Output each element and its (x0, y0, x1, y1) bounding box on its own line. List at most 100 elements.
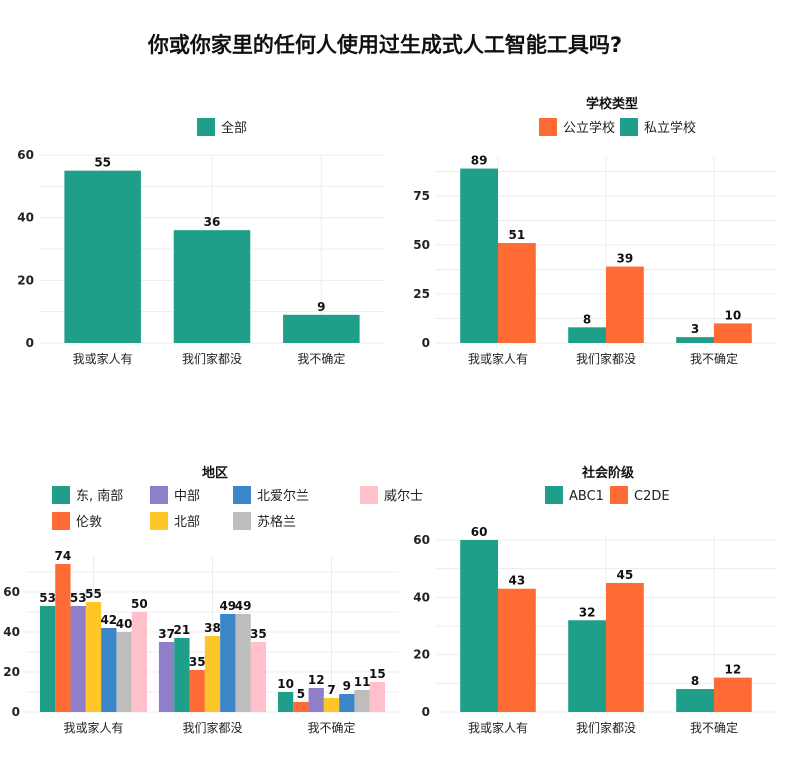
data-label: 45 (617, 568, 634, 582)
legend-swatch (150, 512, 168, 530)
bar-威尔士 (250, 642, 267, 712)
x-tick-label: 我们家都没 (182, 720, 242, 735)
x-tick-label: 我或家人有 (63, 720, 123, 735)
bar-全部 (173, 230, 251, 343)
data-label: 10 (725, 308, 742, 322)
data-label: 8 (691, 674, 699, 688)
data-label: 43 (509, 574, 526, 588)
bar-中部 (308, 688, 324, 712)
y-tick-label: 50 (413, 238, 430, 252)
y-tick-label: 60 (413, 533, 430, 547)
data-label: 49 (219, 599, 236, 613)
bar-北部 (204, 636, 221, 712)
data-label: 53 (70, 591, 87, 605)
bar-北部 (85, 602, 102, 712)
bar-ABC1 (460, 540, 498, 712)
y-tick-label: 0 (422, 336, 430, 350)
data-label: 35 (189, 655, 206, 669)
chart-panel-4: 0 20 40 60 我或家人有 60 43 我们家都没 32 45 我不确定 8 12 社会阶级 ABC1… (413, 465, 776, 735)
bar-北部 (323, 698, 340, 712)
data-label: 51 (509, 228, 526, 242)
legend-swatch (360, 486, 378, 504)
legend-label: 北爱尔兰 (257, 489, 309, 504)
data-label: 60 (471, 525, 488, 539)
legend-swatch (539, 118, 557, 136)
x-tick-label: 我不确定 (690, 720, 738, 735)
bar-ABC1 (676, 689, 714, 712)
bar-私立学校 (460, 168, 498, 343)
x-tick-label: 我或家人有 (468, 351, 528, 366)
y-tick-label: 40 (17, 211, 34, 225)
bar-ABC1 (568, 620, 606, 712)
x-tick-label: 我们家都没 (182, 351, 242, 366)
legend-label: 私立学校 (644, 120, 696, 136)
data-label: 36 (204, 215, 221, 229)
y-tick-label: 40 (413, 590, 430, 604)
data-label: 3 (691, 322, 699, 336)
legend-label: 威尔士 (384, 489, 423, 504)
bar-中部 (70, 606, 86, 712)
figure-title: 你或你家里的任何人使用过生成式人工智能工具吗? (147, 33, 622, 57)
y-tick-label: 60 (17, 148, 34, 162)
x-tick-label: 我不确定 (690, 351, 738, 366)
legend-label: ABC1 (569, 489, 604, 504)
legend-swatch (52, 512, 70, 530)
data-label: 7 (327, 683, 335, 697)
data-label: 40 (116, 617, 133, 631)
legend-label: 北部 (174, 515, 200, 530)
chart-panel-3: 0204060我或家人有53745355424050我们家都没372135384… (3, 465, 423, 735)
bar-全部 (64, 170, 141, 343)
x-tick-label: 我不确定 (297, 351, 345, 366)
bar-苏格兰 (235, 614, 251, 712)
legend-label: 中部 (174, 489, 200, 504)
x-tick-label: 我或家人有 (73, 351, 133, 366)
legend-title: 学校类型 (586, 96, 638, 112)
data-label: 89 (471, 154, 488, 168)
data-label: 9 (317, 300, 325, 314)
bar-东, 南部 (277, 692, 294, 712)
bar-中部 (158, 642, 175, 712)
y-tick-label: 60 (3, 585, 20, 599)
data-label: 74 (55, 549, 72, 563)
legend-swatch (620, 118, 638, 136)
legend-label: 全部 (221, 120, 247, 136)
bar-东, 南部 (174, 638, 190, 712)
bar-伦敦 (293, 702, 309, 712)
x-tick-label: 我或家人有 (468, 720, 528, 735)
y-tick-label: 20 (413, 648, 430, 662)
data-label: 5 (297, 687, 305, 701)
legend-label: 伦敦 (76, 514, 102, 530)
bar-伦敦 (189, 670, 205, 712)
x-tick-label: 我们家都没 (576, 720, 636, 735)
data-label: 55 (85, 587, 102, 601)
data-label: 50 (131, 597, 148, 611)
bar-C2DE (714, 677, 752, 712)
legend-swatch (545, 486, 563, 504)
data-label: 35 (250, 627, 267, 641)
y-tick-label: 20 (3, 665, 20, 679)
data-label: 12 (725, 663, 742, 677)
y-tick-label: 0 (26, 336, 34, 350)
data-label: 32 (579, 605, 596, 619)
legend-label: C2DE (634, 489, 670, 504)
x-tick-label: 我们家都没 (576, 351, 636, 366)
data-label: 42 (100, 613, 117, 627)
bar-C2DE (498, 588, 536, 712)
y-tick-label: 40 (3, 625, 20, 639)
bar-威尔士 (369, 682, 386, 712)
bar-威尔士 (131, 612, 148, 712)
bar-东, 南部 (39, 606, 56, 712)
legend-swatch (197, 118, 215, 136)
y-tick-label: 0 (422, 705, 430, 719)
bar-北爱尔兰 (101, 628, 117, 712)
legend-title: 地区 (202, 465, 228, 481)
data-label: 37 (158, 627, 175, 641)
bar-北爱尔兰 (220, 614, 236, 712)
bar-苏格兰 (354, 690, 370, 712)
data-label: 9 (343, 679, 351, 693)
legend-swatch (52, 486, 70, 504)
data-label: 38 (204, 621, 221, 635)
y-tick-label: 75 (413, 189, 430, 203)
